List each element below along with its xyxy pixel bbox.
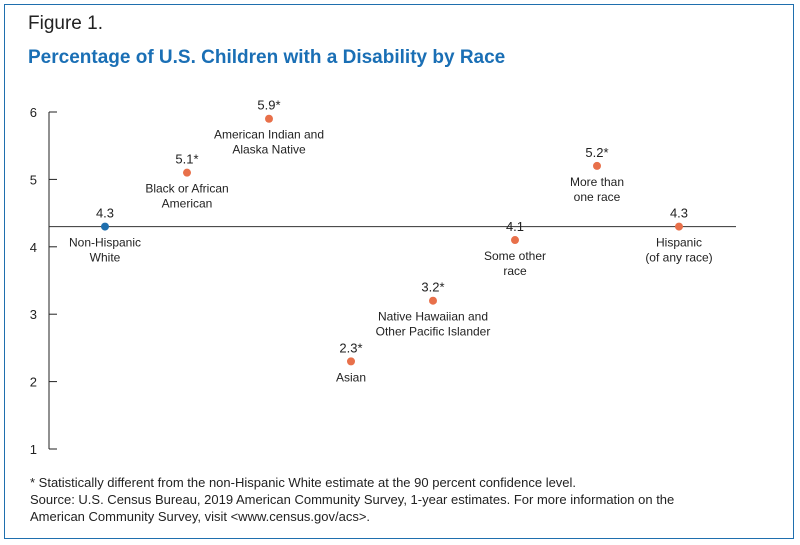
category-label: Hispanic bbox=[656, 236, 702, 250]
data-value-label: 2.3* bbox=[339, 340, 362, 355]
category-label: race bbox=[503, 264, 527, 278]
data-value-label: 3.2* bbox=[421, 280, 444, 295]
category-label: (of any race) bbox=[645, 251, 712, 265]
category-label: White bbox=[90, 251, 121, 265]
category-label: Other Pacific Islander bbox=[376, 325, 491, 339]
data-point bbox=[183, 168, 191, 177]
data-point bbox=[429, 296, 437, 305]
chart-notes: * Statistically different from the non-H… bbox=[30, 474, 780, 525]
category-label: one race bbox=[574, 190, 621, 204]
data-value-label: 4.3 bbox=[96, 206, 114, 221]
y-tick-label: 6 bbox=[30, 105, 37, 120]
data-point bbox=[675, 222, 683, 231]
y-tick-label: 1 bbox=[30, 442, 37, 457]
category-label: American bbox=[162, 197, 213, 211]
data-point bbox=[101, 222, 109, 231]
category-label: Native Hawaiian and bbox=[378, 310, 488, 324]
data-point bbox=[593, 161, 601, 170]
category-label: Black or African bbox=[145, 182, 228, 196]
chart-title: Percentage of U.S. Children with a Disab… bbox=[28, 47, 506, 68]
y-tick-label: 4 bbox=[30, 240, 37, 255]
data-value-label: 4.1 bbox=[506, 219, 524, 234]
footnote: * Statistically different from the non-H… bbox=[30, 475, 577, 490]
source-line-1: Source: U.S. Census Bureau, 2019 America… bbox=[30, 492, 675, 507]
data-value-label: 5.2* bbox=[585, 145, 608, 160]
data-value-label: 4.3 bbox=[670, 206, 688, 221]
figure-label: Figure 1. bbox=[28, 13, 103, 34]
data-value-label: 5.1* bbox=[175, 152, 198, 167]
data-point bbox=[511, 236, 519, 245]
y-tick-label: 5 bbox=[30, 172, 37, 187]
category-label: More than bbox=[570, 175, 624, 189]
source-line-2: American Community Survey, visit <www.ce… bbox=[30, 509, 371, 524]
category-label: American Indian and bbox=[214, 128, 324, 142]
y-tick-label: 2 bbox=[30, 375, 37, 390]
figure-frame bbox=[4, 4, 794, 539]
data-value-label: 5.9* bbox=[257, 98, 280, 113]
data-point bbox=[347, 357, 355, 366]
category-label: Some other bbox=[484, 249, 546, 263]
data-point bbox=[265, 114, 273, 123]
category-label: Non-Hispanic bbox=[69, 236, 141, 250]
category-label: Asian bbox=[336, 370, 366, 384]
y-tick-label: 3 bbox=[30, 307, 37, 322]
category-label: Alaska Native bbox=[232, 143, 306, 157]
